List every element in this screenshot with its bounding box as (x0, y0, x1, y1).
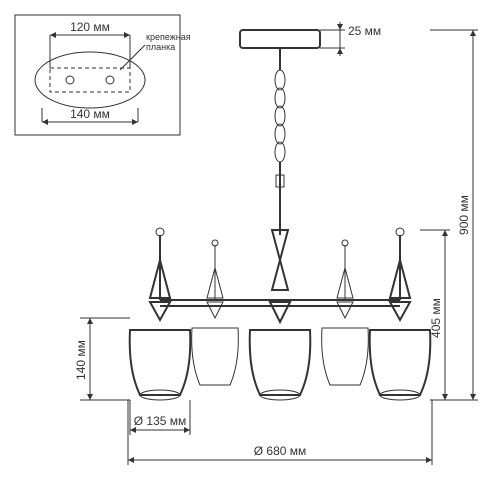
inset-dim-top: 120 мм (70, 20, 110, 34)
dim-shade-height: 140 мм (74, 340, 88, 380)
dim-total-diameter: Ø 680 мм (254, 444, 307, 458)
technical-drawing: 120 мм крепежная планка 140 мм (0, 0, 500, 500)
dim-canopy-height: 25 мм (348, 24, 381, 38)
inset-mounting-plate: 120 мм крепежная планка 140 мм (15, 15, 191, 135)
chandelier-main (130, 30, 431, 400)
inset-label-top: крепежная (146, 32, 191, 42)
inset-label-bottom: планка (146, 42, 175, 52)
dim-shade-diameter: Ø 135 мм (134, 414, 187, 428)
dim-body-height: 405 мм (429, 298, 443, 338)
inset-dim-bottom: 140 мм (70, 107, 110, 121)
dim-total-height: 900 мм (457, 195, 471, 235)
